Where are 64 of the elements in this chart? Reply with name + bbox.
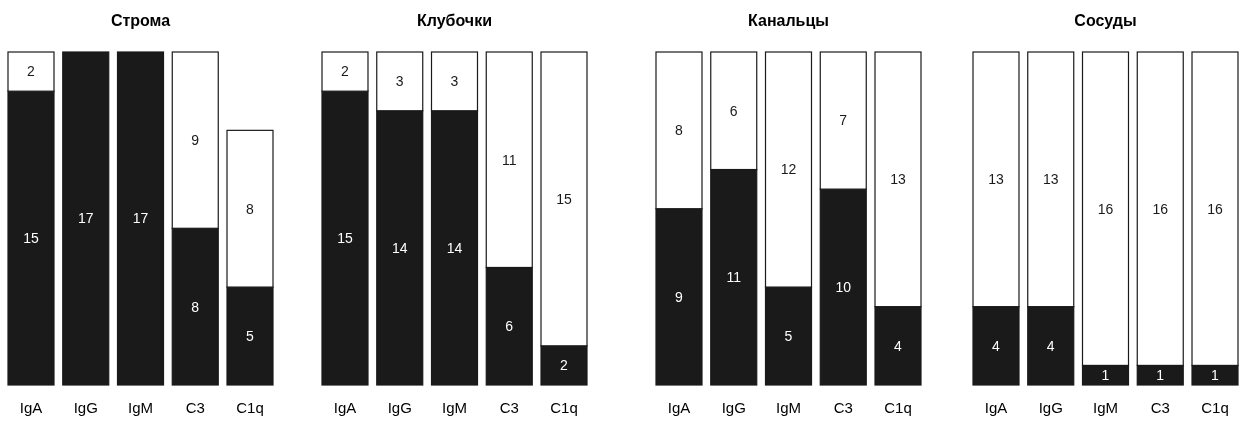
data-label: 13 <box>890 171 906 188</box>
data-label: 9 <box>191 132 200 149</box>
x-tick-label: IgM <box>127 399 154 416</box>
x-tick-label: IgA <box>19 399 43 416</box>
data-label: 11 <box>726 269 742 286</box>
chart-title: Канальцы <box>748 12 829 29</box>
data-label: 5 <box>246 327 255 344</box>
x-tick-label: IgG <box>1038 399 1063 416</box>
chart-title: Клубочки <box>416 12 493 29</box>
data-label: 14 <box>446 239 463 256</box>
x-tick-label: C3 <box>1150 399 1170 416</box>
data-label: 6 <box>505 318 514 335</box>
data-label: 4 <box>1046 337 1055 354</box>
x-tick-label: C1q <box>884 399 912 416</box>
data-label: 15 <box>556 190 572 207</box>
data-label: 14 <box>391 239 408 256</box>
data-label: 7 <box>839 112 848 129</box>
data-label: 2 <box>27 63 36 80</box>
x-tick-label: IgG <box>73 399 98 416</box>
data-label: 5 <box>784 327 793 344</box>
data-label: 2 <box>341 63 350 80</box>
data-label: 13 <box>1042 171 1059 188</box>
x-tick-label: C3 <box>185 399 205 416</box>
data-label: 17 <box>77 210 94 227</box>
data-label: 8 <box>246 200 255 217</box>
x-tick-label: IgA <box>333 399 357 416</box>
data-label: 13 <box>988 171 1004 188</box>
x-tick-label: IgG <box>721 399 746 416</box>
chart-title: Строма <box>110 12 171 29</box>
data-label: 3 <box>450 73 459 90</box>
bar <box>62 51 110 386</box>
bar <box>116 51 165 386</box>
data-label: 10 <box>835 278 852 295</box>
x-tick-label: C3 <box>499 399 519 416</box>
data-label: 1 <box>1211 367 1220 384</box>
data-label: 16 <box>1152 200 1169 217</box>
data-label: 4 <box>992 337 1001 354</box>
data-label: 16 <box>1097 200 1114 217</box>
data-label: 11 <box>501 151 517 168</box>
data-label: 3 <box>395 73 404 90</box>
data-label: 8 <box>191 298 200 315</box>
data-label: 15 <box>23 229 39 246</box>
data-label: 9 <box>675 288 684 305</box>
data-label: 16 <box>1207 200 1223 217</box>
x-tick-label: C1q <box>1201 399 1229 416</box>
x-tick-label: C3 <box>833 399 853 416</box>
data-label: 6 <box>729 102 738 119</box>
x-tick-label: IgM <box>441 399 468 416</box>
x-tick-label: IgM <box>775 399 802 416</box>
x-tick-label: IgG <box>387 399 412 416</box>
data-label: 17 <box>132 210 149 227</box>
data-label: 2 <box>560 357 569 374</box>
data-label: 8 <box>675 122 684 139</box>
x-tick-label: C1q <box>236 399 264 416</box>
data-label: 1 <box>1156 367 1165 384</box>
x-tick-label: C1q <box>550 399 578 416</box>
x-tick-label: IgA <box>667 399 691 416</box>
chart-title: Сосуды <box>1074 12 1137 29</box>
x-tick-label: IgA <box>984 399 1008 416</box>
data-label: 4 <box>894 337 903 354</box>
data-label: 12 <box>780 161 797 178</box>
data-label: 1 <box>1101 367 1110 384</box>
x-tick-label: IgM <box>1092 399 1119 416</box>
data-label: 15 <box>337 229 353 246</box>
